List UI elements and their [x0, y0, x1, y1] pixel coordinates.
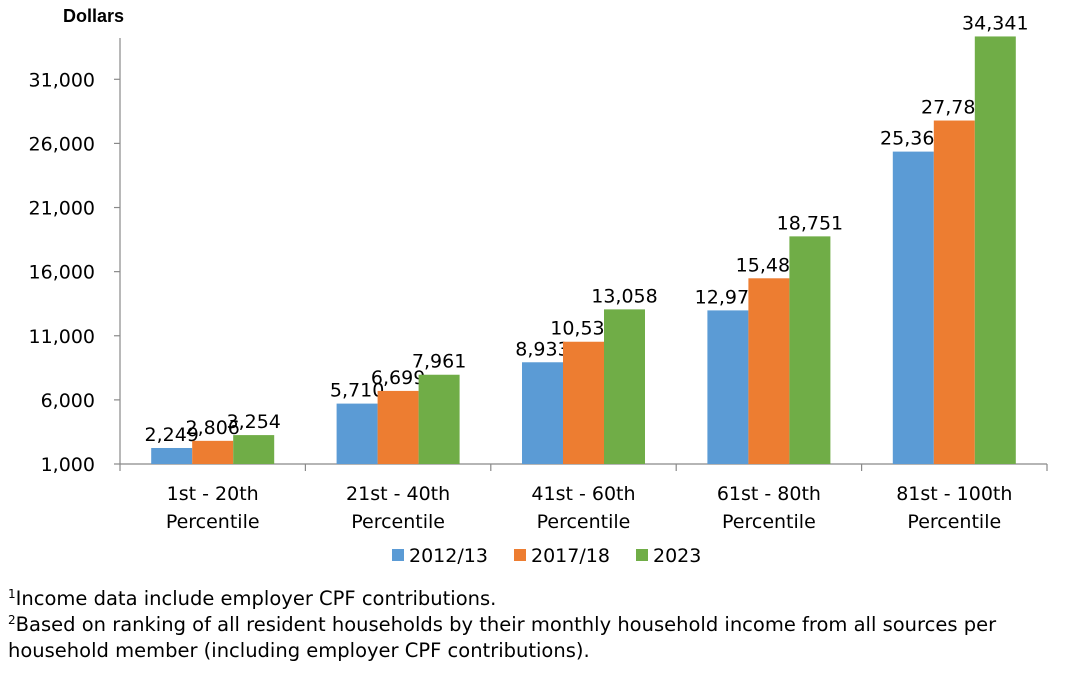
y-tick-label: 16,000 [29, 262, 95, 284]
legend-swatch [392, 549, 404, 561]
bar [604, 309, 645, 464]
legend-label: 2017/18 [531, 545, 610, 567]
bar-data-label: 27,784 [921, 97, 987, 119]
legend-swatch [636, 549, 648, 561]
bar-data-label: 34,341 [962, 12, 1028, 34]
bar-data-label: 2,249 [144, 424, 198, 446]
x-category-label: 1st - 20th [167, 483, 259, 505]
y-axis-title: Dollars [63, 6, 124, 26]
legend-swatch [514, 549, 526, 561]
bar-data-label: 8,933 [515, 338, 569, 360]
x-category-label: 61st - 80th [717, 483, 821, 505]
bar [233, 435, 275, 464]
x-category-label: 81st - 100th [896, 483, 1012, 505]
bar [418, 374, 460, 464]
bar [933, 120, 975, 464]
footnotes: 1Income data include employer CPF contri… [8, 586, 1076, 664]
bar [789, 236, 831, 464]
bar [522, 362, 563, 464]
bar [192, 440, 234, 464]
footnote-2: 2Based on ranking of all resident househ… [8, 612, 1076, 664]
x-category-label: 41st - 60th [531, 483, 635, 505]
footnote-2-marker: 2 [8, 613, 16, 627]
footnote-1: 1Income data include employer CPF contri… [8, 586, 1076, 612]
bar [336, 403, 378, 464]
bar-data-label: 12,979 [695, 286, 761, 308]
bar-data-label: 5,710 [330, 380, 384, 402]
y-tick-label: 1,000 [41, 454, 95, 476]
footnote-1-text: Income data include employer CPF contrib… [15, 587, 497, 610]
x-category-label: Percentile [537, 511, 631, 533]
y-tick-label: 31,000 [29, 69, 95, 91]
bar-data-label: 15,482 [736, 254, 802, 276]
legend-label: 2012/13 [409, 545, 488, 567]
x-category-label: Percentile [722, 511, 816, 533]
bar [563, 341, 604, 464]
bar-data-label: 2,806 [185, 417, 239, 439]
bar-data-label: 25,361 [880, 128, 946, 150]
x-category-label: Percentile [907, 511, 1001, 533]
bar-data-label: 3,254 [226, 411, 280, 433]
bar-data-label: 7,961 [412, 351, 466, 373]
x-category-label: Percentile [166, 511, 260, 533]
bar [151, 447, 193, 464]
bar [748, 278, 790, 464]
bar [707, 310, 749, 464]
legend-label: 2023 [653, 545, 701, 567]
x-category-label: Percentile [351, 511, 445, 533]
y-tick-label: 26,000 [29, 133, 95, 155]
footnote-1-marker: 1 [8, 587, 16, 601]
bar-data-label: 6,699 [371, 367, 425, 389]
bar-data-label: 10,534 [550, 318, 616, 340]
y-tick-label: 21,000 [29, 198, 95, 220]
y-tick-label: 6,000 [41, 390, 95, 412]
x-category-label: 21st - 40th [346, 483, 450, 505]
bar [377, 390, 419, 464]
footnote-2-text: Based on ranking of all resident househo… [8, 613, 997, 662]
bar [892, 151, 934, 464]
bar [974, 36, 1016, 464]
y-tick-label: 11,000 [29, 326, 95, 348]
bar-data-label: 18,751 [777, 212, 843, 234]
bar-data-label: 13,058 [591, 285, 657, 307]
income-bar-chart: Dollars 1,000 6,000 11,000 16,000 21,000 26,00… [29, 6, 1048, 567]
